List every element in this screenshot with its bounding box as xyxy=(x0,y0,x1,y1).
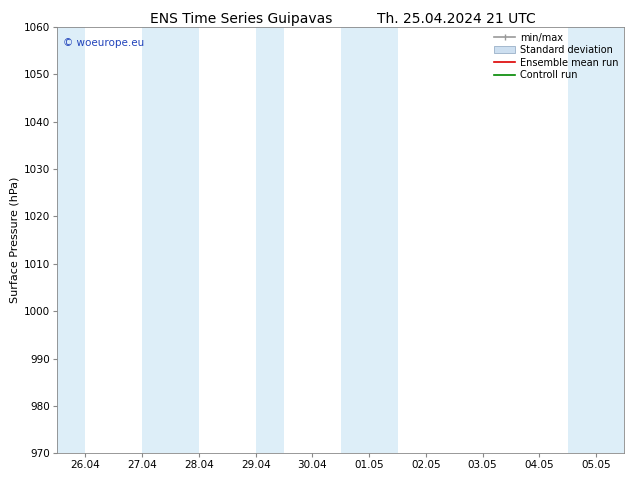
Bar xyxy=(57,27,86,453)
Text: Th. 25.04.2024 21 UTC: Th. 25.04.2024 21 UTC xyxy=(377,12,536,26)
Bar xyxy=(341,27,398,453)
Text: ENS Time Series Guipavas: ENS Time Series Guipavas xyxy=(150,12,332,26)
Legend: min/max, Standard deviation, Ensemble mean run, Controll run: min/max, Standard deviation, Ensemble me… xyxy=(490,29,623,84)
Bar xyxy=(142,27,199,453)
Y-axis label: Surface Pressure (hPa): Surface Pressure (hPa) xyxy=(10,177,20,303)
Bar xyxy=(568,27,624,453)
Bar xyxy=(256,27,284,453)
Text: © woeurope.eu: © woeurope.eu xyxy=(63,38,144,48)
